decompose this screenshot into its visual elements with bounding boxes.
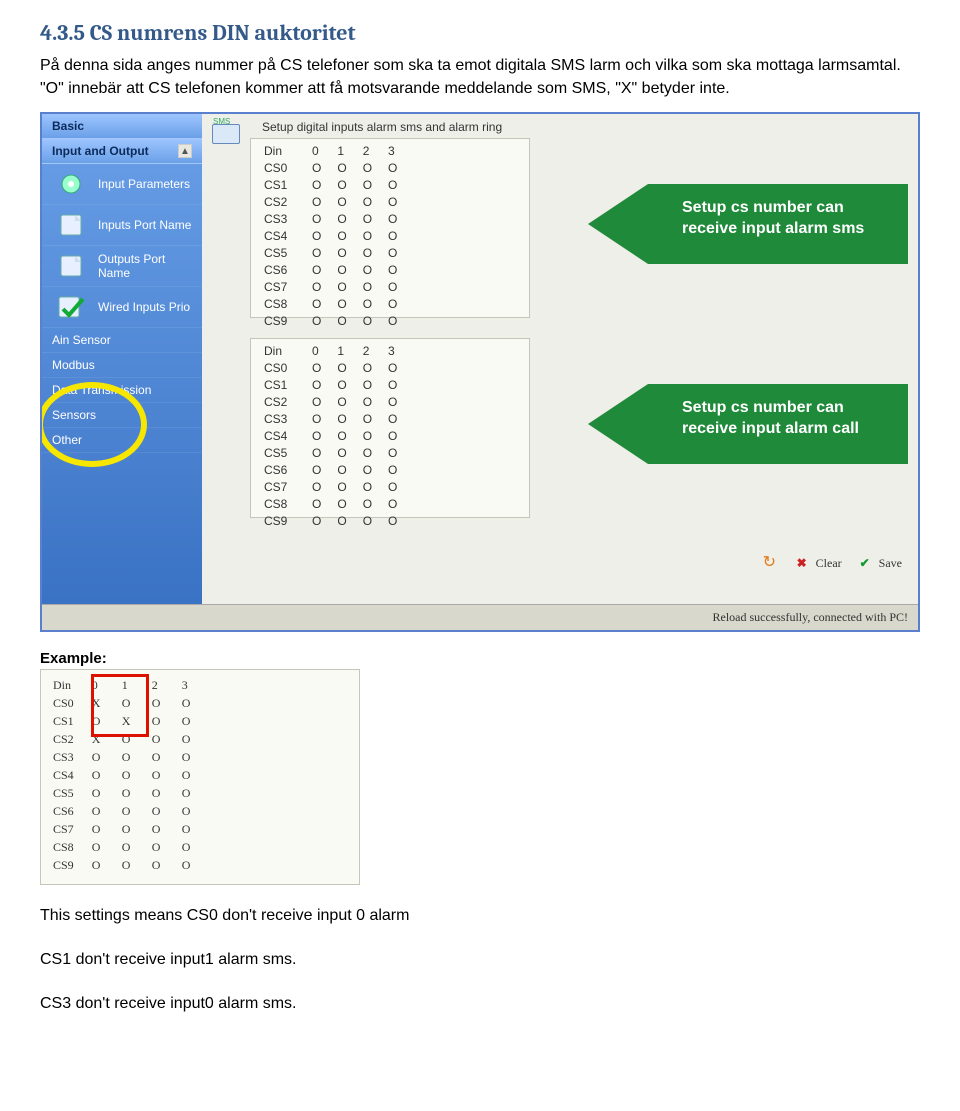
clear-button[interactable]: ✖ Clear (797, 556, 842, 572)
trail-3: CS3 don't receive input0 alarm sms. (40, 991, 920, 1017)
sidebar-label: Basic (52, 119, 192, 133)
sidebar-item-5[interactable]: Wired Inputs Prio (42, 287, 202, 328)
sidebar-icon (52, 169, 90, 199)
callout-sms-text: Setup cs number can receive input alarm … (648, 184, 908, 240)
sidebar: Basic Input and Output ▲ Input Parameters In… (42, 114, 202, 604)
save-icon: ✔ (860, 556, 876, 572)
sidebar-item-3[interactable]: Inputs Port Name (42, 205, 202, 246)
panel-title: Setup digital inputs alarm sms and alarm… (262, 120, 502, 134)
callout-sms: Setup cs number can receive input alarm … (648, 184, 908, 264)
sidebar-item-6[interactable]: Ain Sensor (42, 328, 202, 353)
app-screenshot: Basic Input and Output ▲ Input Parameters In… (40, 112, 920, 632)
intro-paragraph: På denna sida anges nummer på CS telefon… (40, 54, 920, 100)
sms-icon (212, 124, 240, 144)
sidebar-icon (52, 251, 90, 281)
call-table: Din0123CS0OOOOCS1OOOOCS2OOOOCS3OOOOCS4OO… (262, 342, 413, 531)
sidebar-label: Inputs Port Name (98, 218, 192, 232)
section-heading: 4.3.5 CS numrens DIN auktoritet (40, 20, 920, 46)
example-label: Example: (40, 650, 920, 667)
sidebar-item-9[interactable]: Sensors (42, 403, 202, 428)
sidebar-item-1[interactable]: Input and Output ▲ (42, 139, 202, 164)
callout-call: Setup cs number can receive input alarm … (648, 384, 908, 464)
status-bar: Reload successfully, connected with PC! (42, 604, 918, 630)
sidebar-item-4[interactable]: Outputs Port Name (42, 246, 202, 287)
sidebar-label: Other (52, 433, 192, 447)
sidebar-item-0[interactable]: Basic (42, 114, 202, 139)
sidebar-label: Wired Inputs Prio (98, 300, 192, 314)
sidebar-icon (52, 210, 90, 240)
sidebar-label: Input and Output (52, 144, 170, 158)
example-wrap: Din0123CS0XOOOCS1OXOOCS2XOOOCS3OOOOCS4OO… (40, 669, 360, 885)
collapse-icon[interactable]: ▲ (178, 144, 192, 158)
trail-1: This settings means CS0 don't receive in… (40, 903, 920, 929)
clear-label: Clear (816, 556, 842, 570)
sidebar-label: Sensors (52, 408, 192, 422)
refresh-icon[interactable]: ↻ (763, 556, 779, 572)
sidebar-label: Data Transmission (52, 383, 192, 397)
button-row: ↻ ✖ Clear ✔ Save (763, 556, 902, 572)
sidebar-item-8[interactable]: Data Transmission (42, 378, 202, 403)
trail-2: CS1 don't receive input1 alarm sms. (40, 947, 920, 973)
callout-call-text: Setup cs number can receive input alarm … (648, 384, 908, 440)
sidebar-item-10[interactable]: Other (42, 428, 202, 453)
sidebar-label: Input Parameters (98, 177, 192, 191)
sidebar-icon (52, 292, 90, 322)
sms-table: Din0123CS0OOOOCS1OOOOCS2OOOOCS3OOOOCS4OO… (262, 142, 413, 331)
sidebar-item-7[interactable]: Modbus (42, 353, 202, 378)
sidebar-item-2[interactable]: Input Parameters (42, 164, 202, 205)
save-label: Save (879, 556, 902, 570)
main-panel: Setup digital inputs alarm sms and alarm… (202, 114, 918, 604)
sidebar-label: Outputs Port Name (98, 252, 192, 280)
example-table: Din0123CS0XOOOCS1OXOOCS2XOOOCS3OOOOCS4OO… (51, 676, 212, 876)
clear-icon: ✖ (797, 556, 813, 572)
save-button[interactable]: ✔ Save (860, 556, 902, 572)
sidebar-label: Modbus (52, 358, 192, 372)
sidebar-label: Ain Sensor (52, 333, 192, 347)
